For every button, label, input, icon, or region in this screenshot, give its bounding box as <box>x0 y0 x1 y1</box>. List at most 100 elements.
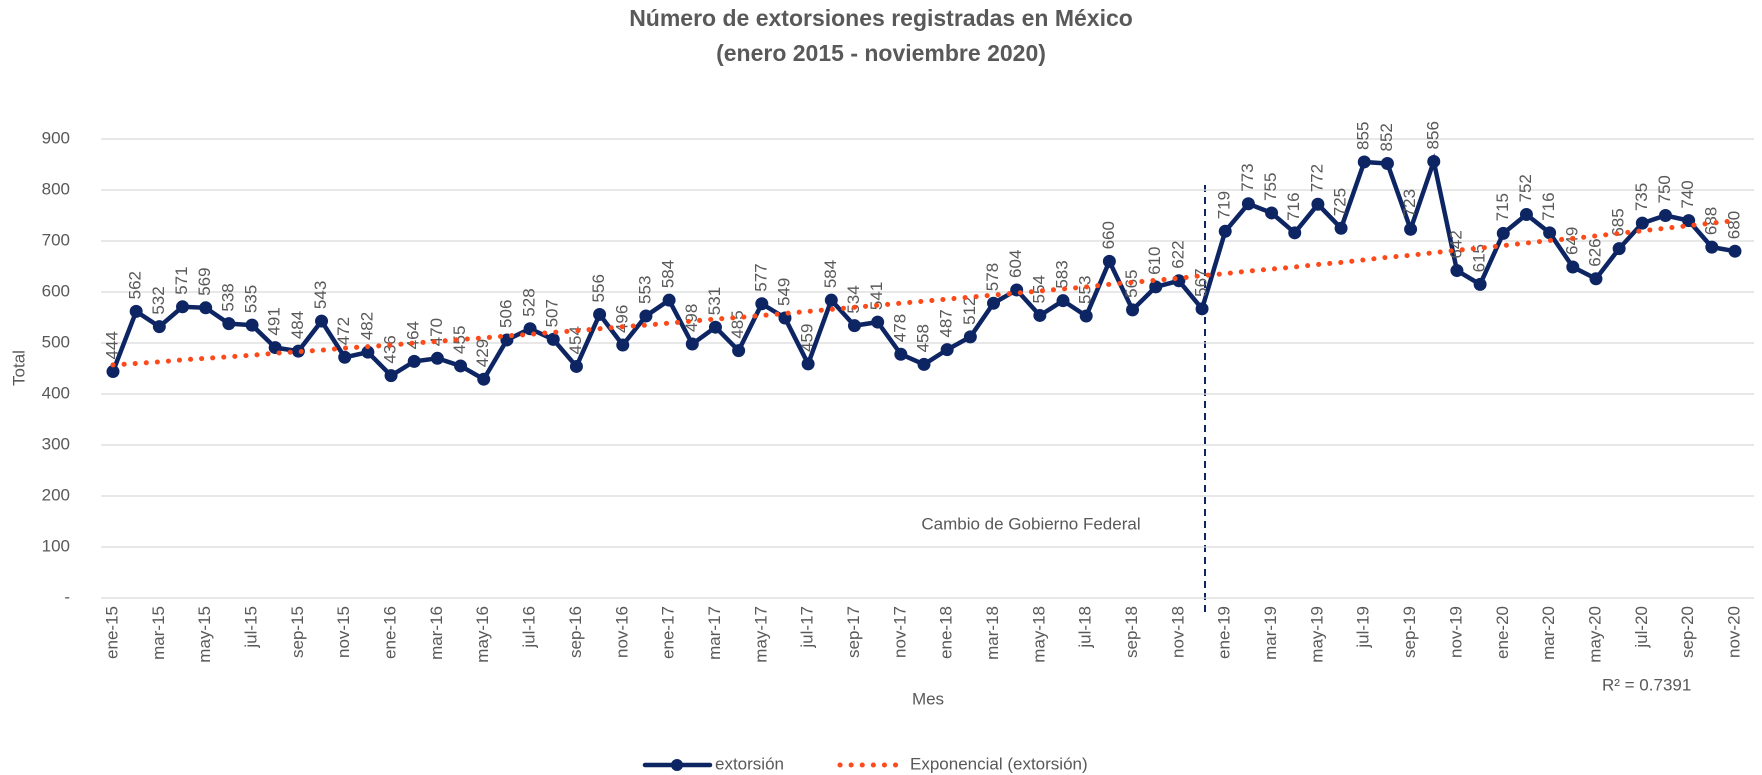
data-label: 496 <box>612 305 631 333</box>
data-label: 436 <box>381 335 400 363</box>
data-point <box>315 314 329 328</box>
x-tick-label: ene-16 <box>381 606 400 659</box>
data-label: 538 <box>218 283 237 311</box>
data-label: 626 <box>1585 238 1604 266</box>
data-label: 755 <box>1261 173 1280 201</box>
x-tick-label: nov-17 <box>890 606 909 658</box>
data-label: 725 <box>1331 188 1350 216</box>
data-point <box>222 317 236 331</box>
data-point <box>546 332 560 346</box>
legend-label: Exponencial (extorsión) <box>910 754 1088 773</box>
data-label: 507 <box>543 299 562 327</box>
data-point <box>1566 260 1580 274</box>
y-tick-label: - <box>64 587 70 606</box>
data-point <box>1404 222 1418 236</box>
data-point <box>685 337 699 351</box>
data-point <box>917 357 931 371</box>
x-tick-label: may-17 <box>751 606 770 663</box>
x-tick-label: mar-16 <box>427 606 446 660</box>
x-tick-label: may-15 <box>195 606 214 663</box>
x-tick-label: mar-18 <box>983 606 1002 660</box>
data-label: 578 <box>983 263 1002 291</box>
data-label: 512 <box>960 297 979 325</box>
data-label: 541 <box>867 282 886 310</box>
data-label: 583 <box>1053 260 1072 288</box>
y-tick-label: 200 <box>42 485 70 504</box>
data-label: 498 <box>682 304 701 332</box>
data-point <box>1218 224 1232 238</box>
annotation: Cambio de Gobierno Federal <box>921 514 1140 533</box>
data-label: 584 <box>821 260 840 288</box>
data-point <box>1241 197 1255 211</box>
data-label: 531 <box>705 287 724 315</box>
x-tick-label: nov-19 <box>1446 606 1465 658</box>
data-label: 543 <box>311 281 330 309</box>
x-tick-label: sep-16 <box>566 606 585 658</box>
data-point <box>176 300 190 314</box>
data-label: 553 <box>635 276 654 304</box>
data-label: 772 <box>1307 164 1326 192</box>
data-label: 852 <box>1377 123 1396 151</box>
data-label: 615 <box>1470 244 1489 272</box>
chart-title: Número de extorsiones registradas en Méx… <box>629 5 1133 31</box>
y-tick-label: 800 <box>42 179 70 198</box>
data-label: 604 <box>1006 250 1025 278</box>
data-label: 455 <box>450 326 469 354</box>
data-point <box>1311 197 1325 211</box>
x-tick-label: sep-15 <box>288 606 307 658</box>
data-point <box>1102 254 1116 268</box>
y-axis-label: Total <box>9 350 28 386</box>
x-tick-label: sep-20 <box>1678 606 1697 658</box>
y-tick-label: 300 <box>42 434 70 453</box>
data-point <box>1473 277 1487 291</box>
data-label: 571 <box>172 266 191 294</box>
data-point <box>1380 156 1394 170</box>
y-tick-label: 900 <box>42 128 70 147</box>
x-tick-label: ene-18 <box>937 606 956 659</box>
x-tick-label: mar-17 <box>705 606 724 660</box>
data-point <box>1612 242 1626 256</box>
data-point <box>940 343 954 357</box>
data-label: 752 <box>1516 174 1535 202</box>
data-label: 484 <box>288 311 307 339</box>
data-point <box>1288 226 1302 240</box>
x-tick-label: may-18 <box>1029 606 1048 663</box>
data-label: 491 <box>265 307 284 335</box>
data-label: 773 <box>1238 163 1257 191</box>
data-point <box>291 344 305 358</box>
data-label: 454 <box>566 326 585 354</box>
data-point <box>1728 244 1742 258</box>
data-point <box>1705 240 1719 254</box>
x-tick-label: may-16 <box>473 606 492 663</box>
data-point <box>1450 264 1464 278</box>
x-tick-label: nov-15 <box>334 606 353 658</box>
x-tick-label: jul-18 <box>1076 606 1095 649</box>
data-label: 740 <box>1678 180 1697 208</box>
x-tick-label: may-20 <box>1585 606 1604 663</box>
data-point <box>732 344 746 358</box>
data-point <box>871 315 885 329</box>
x-tick-label: jul-19 <box>1354 606 1373 649</box>
x-tick-label: mar-15 <box>149 606 168 660</box>
data-label: 856 <box>1423 121 1442 149</box>
data-label: 680 <box>1724 211 1743 239</box>
data-point <box>1033 308 1047 322</box>
data-label: 528 <box>520 288 539 316</box>
data-point <box>245 318 259 332</box>
data-label: 622 <box>1168 240 1187 268</box>
data-label: 569 <box>195 267 214 295</box>
x-tick-label: ene-19 <box>1215 606 1234 659</box>
data-point <box>106 365 120 379</box>
data-label: 716 <box>1284 192 1303 220</box>
data-point <box>1126 303 1140 317</box>
chart-subtitle: (enero 2015 - noviembre 2020) <box>716 40 1046 66</box>
x-tick-label: jul-16 <box>520 606 539 649</box>
data-label: 549 <box>774 278 793 306</box>
data-label: 458 <box>913 324 932 352</box>
data-point <box>847 319 861 333</box>
data-label: 715 <box>1493 193 1512 221</box>
data-point <box>1427 154 1441 168</box>
x-axis-label: Mes <box>912 689 944 708</box>
data-label: 584 <box>659 260 678 288</box>
